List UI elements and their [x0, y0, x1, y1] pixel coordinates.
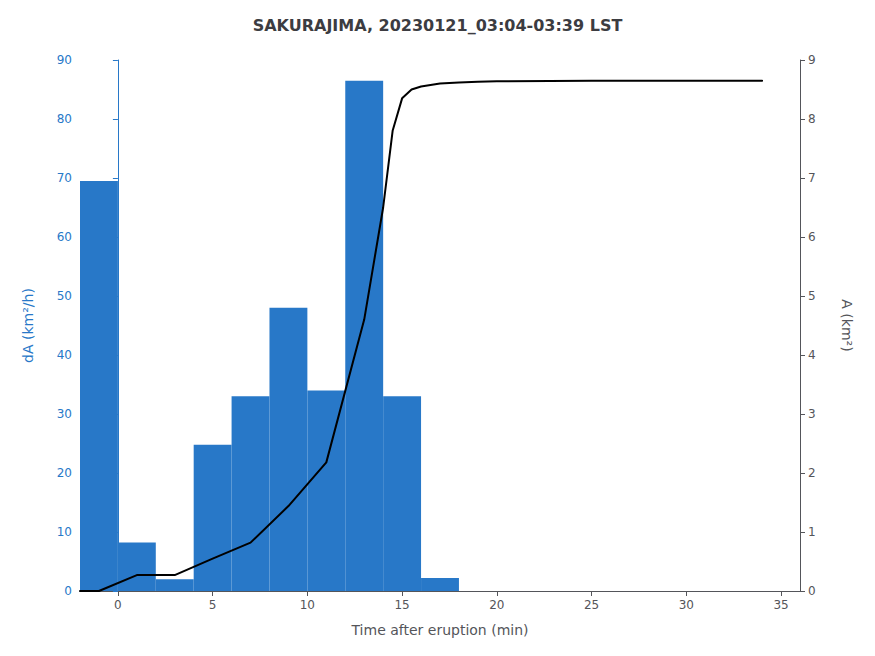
svg-text:5: 5: [808, 289, 816, 303]
svg-text:15: 15: [394, 598, 409, 612]
svg-text:4: 4: [808, 348, 816, 362]
svg-text:SAKURAJIMA, 20230121_03:04-03:: SAKURAJIMA, 20230121_03:04-03:39 LST: [253, 16, 623, 35]
svg-text:30: 30: [57, 407, 72, 421]
svg-text:80: 80: [57, 112, 72, 126]
svg-text:2: 2: [808, 466, 816, 480]
svg-text:0: 0: [64, 584, 72, 598]
svg-text:1: 1: [808, 525, 816, 539]
svg-text:20: 20: [489, 598, 504, 612]
svg-text:A (km²): A (km²): [839, 299, 855, 351]
svg-text:3: 3: [808, 407, 816, 421]
svg-text:40: 40: [57, 348, 72, 362]
svg-text:60: 60: [57, 230, 72, 244]
svg-text:70: 70: [57, 171, 72, 185]
svg-text:9: 9: [808, 53, 816, 67]
svg-text:10: 10: [300, 598, 315, 612]
svg-text:7: 7: [808, 171, 816, 185]
svg-text:5: 5: [209, 598, 217, 612]
svg-text:20: 20: [57, 466, 72, 480]
svg-text:10: 10: [57, 525, 72, 539]
svg-text:6: 6: [808, 230, 816, 244]
svg-text:50: 50: [57, 289, 72, 303]
svg-text:0: 0: [808, 584, 816, 598]
svg-text:8: 8: [808, 112, 816, 126]
svg-text:0: 0: [114, 598, 122, 612]
svg-text:Time after eruption (min): Time after eruption (min): [350, 622, 528, 638]
svg-text:90: 90: [57, 53, 72, 67]
svg-text:30: 30: [679, 598, 694, 612]
svg-text:25: 25: [584, 598, 599, 612]
svg-text:35: 35: [773, 598, 788, 612]
svg-text:dA (km²/h): dA (km²/h): [20, 288, 36, 363]
